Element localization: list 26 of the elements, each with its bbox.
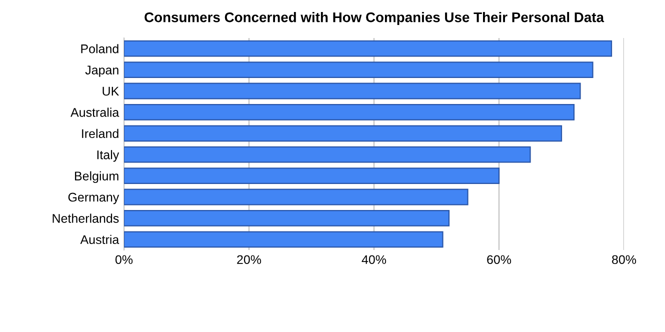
x-tick-label: 20% bbox=[237, 255, 262, 264]
y-tick-label: Belgium bbox=[75, 171, 118, 183]
x-tick-label: 60% bbox=[487, 255, 512, 264]
bar bbox=[124, 125, 562, 142]
y-tick-label: Poland bbox=[81, 44, 118, 54]
bar bbox=[124, 168, 500, 184]
bar bbox=[124, 146, 531, 163]
y-tick-label: Australia bbox=[70, 108, 120, 117]
bar bbox=[124, 104, 575, 120]
bar bbox=[124, 210, 450, 226]
bar bbox=[124, 40, 612, 57]
y-tick-label: Italy bbox=[97, 150, 120, 162]
y-tick-label: Austria bbox=[80, 234, 120, 244]
bar bbox=[124, 62, 594, 78]
y-tick-label: UK bbox=[102, 86, 119, 96]
chart-title: Consumers Concerned with How Companies Use Their Personal Data bbox=[144, 12, 604, 25]
bar bbox=[124, 82, 581, 100]
x-tick-label: 80% bbox=[612, 255, 636, 264]
y-tick-label: Netherlands bbox=[52, 214, 119, 223]
y-tick-label: Germany bbox=[68, 192, 120, 204]
y-tick-label: Japan bbox=[85, 66, 118, 77]
bar bbox=[124, 231, 444, 248]
bar bbox=[124, 188, 468, 206]
x-tick-label: 40% bbox=[362, 255, 386, 264]
x-tick-label: 0% bbox=[115, 255, 133, 264]
y-tick-label: Ireland bbox=[82, 128, 118, 138]
